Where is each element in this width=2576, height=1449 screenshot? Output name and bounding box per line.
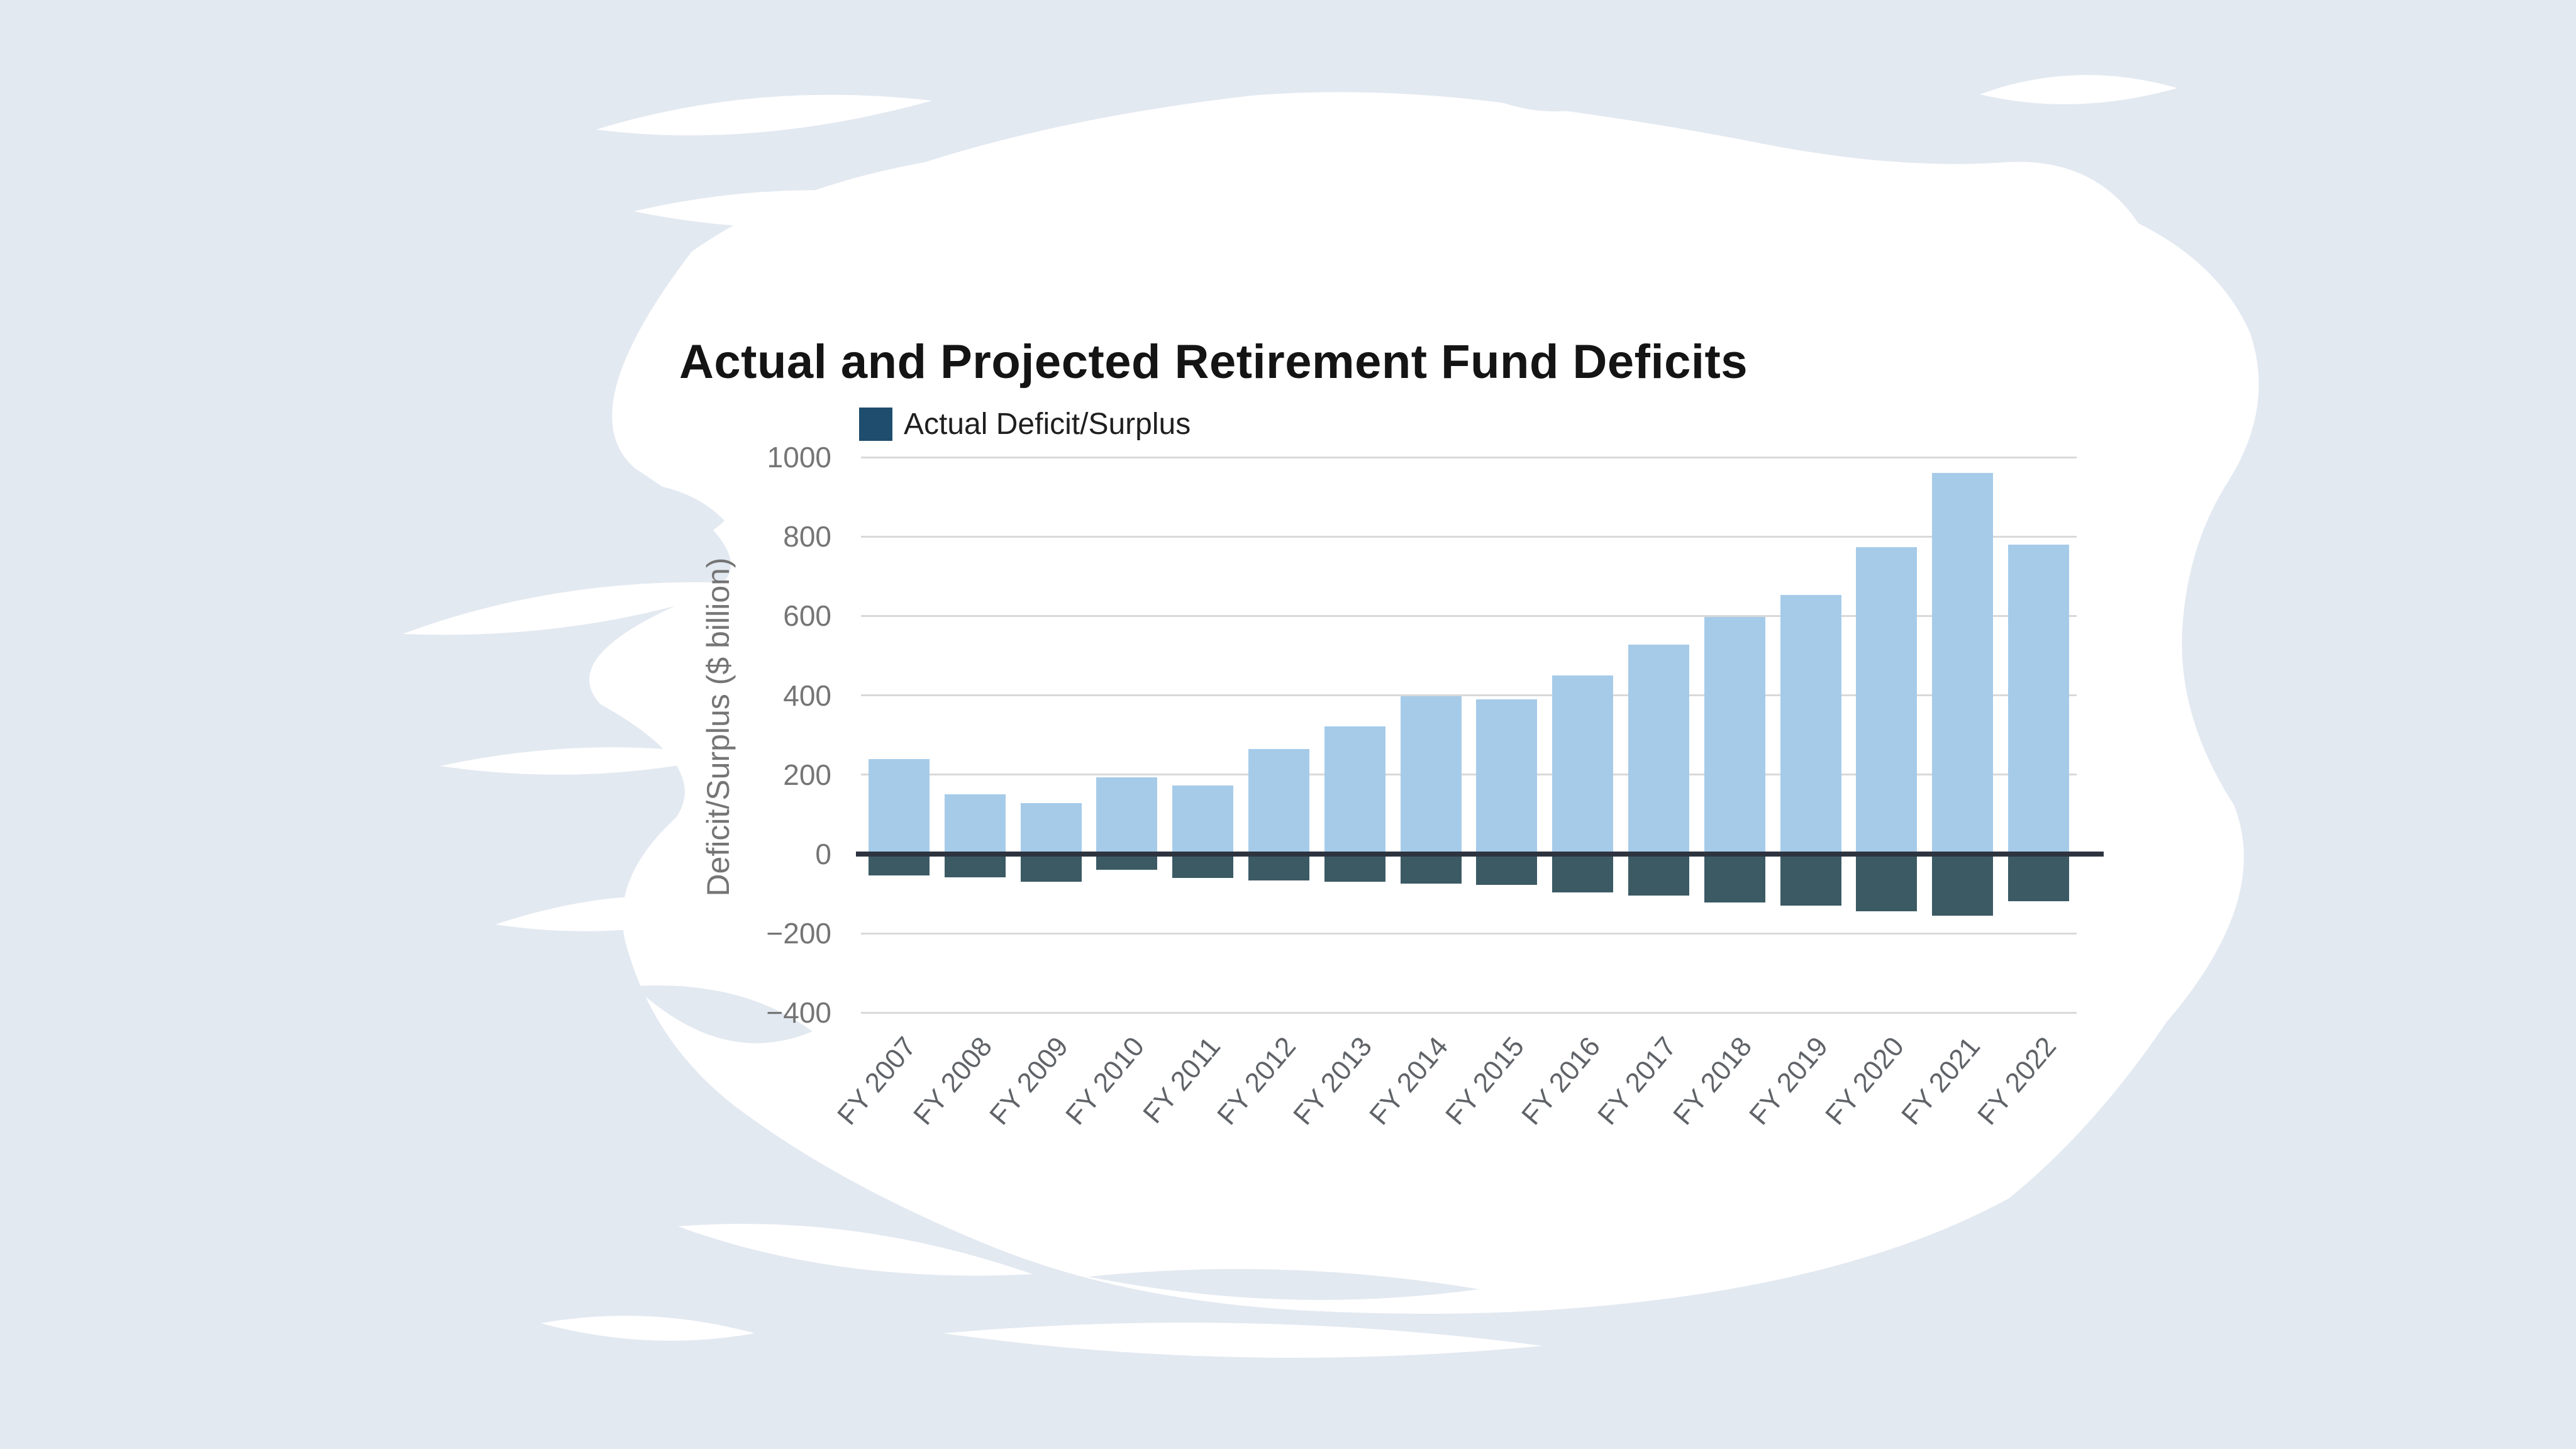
bar-negative-fy-2016 — [1552, 854, 1614, 892]
bar-positive-fy-2008 — [944, 794, 1006, 854]
y-tick-label-1000: 1000 — [767, 441, 831, 474]
bar-positive-fy-2012 — [1248, 749, 1309, 854]
bar-positive-fy-2011 — [1172, 786, 1234, 854]
bar-negative-fy-2017 — [1628, 854, 1690, 896]
bar-positive-fy-2014 — [1400, 696, 1462, 854]
bar-positive-fy-2010 — [1096, 777, 1158, 854]
gridline--200 — [861, 932, 2077, 935]
bar-positive-fy-2018 — [1704, 617, 1765, 854]
y-tick-label-800: 800 — [783, 520, 831, 553]
x-tick-label-fy-2009: FY 2009 — [984, 1031, 1075, 1131]
y-tick-label--400: −400 — [766, 996, 831, 1030]
bar-positive-fy-2017 — [1628, 645, 1690, 854]
y-tick-label-200: 200 — [783, 758, 831, 791]
bar-negative-fy-2021 — [1932, 854, 1994, 916]
x-tick-label-fy-2020: FY 2020 — [1819, 1031, 1911, 1131]
bar-negative-fy-2010 — [1096, 854, 1158, 870]
bar-positive-fy-2015 — [1476, 699, 1538, 854]
x-tick-label-fy-2016: FY 2016 — [1515, 1031, 1606, 1131]
x-tick-label-fy-2008: FY 2008 — [908, 1031, 999, 1131]
x-tick-label-fy-2010: FY 2010 — [1060, 1031, 1150, 1131]
bar-negative-fy-2015 — [1476, 854, 1538, 886]
bar-negative-fy-2009 — [1020, 854, 1082, 882]
x-tick-label-fy-2022: FY 2022 — [1971, 1031, 2062, 1131]
bar-negative-fy-2014 — [1400, 854, 1462, 884]
x-tick-label-fy-2007: FY 2007 — [831, 1031, 923, 1131]
bar-negative-fy-2022 — [2008, 854, 2070, 902]
gridline-800 — [861, 535, 2077, 538]
bar-positive-fy-2016 — [1552, 675, 1614, 854]
x-tick-label-fy-2014: FY 2014 — [1363, 1031, 1455, 1131]
bar-positive-fy-2009 — [1020, 803, 1082, 854]
gridline--400 — [861, 1011, 2077, 1014]
legend-label: Actual Deficit/Surplus — [904, 407, 1191, 441]
bar-positive-fy-2019 — [1780, 594, 1841, 854]
y-tick-label-600: 600 — [783, 599, 831, 633]
x-tick-label-fy-2021: FY 2021 — [1895, 1031, 1986, 1131]
legend-swatch — [859, 407, 892, 441]
splash-white-streaks — [402, 75, 2177, 1358]
bar-positive-fy-2007 — [868, 758, 930, 854]
y-tick-label-0: 0 — [815, 838, 831, 870]
y-tick-label--200: −200 — [766, 917, 831, 950]
bar-negative-fy-2012 — [1248, 854, 1309, 880]
bar-negative-fy-2011 — [1172, 854, 1234, 878]
bar-negative-fy-2008 — [944, 854, 1006, 877]
x-tick-label-fy-2018: FY 2018 — [1667, 1031, 1758, 1131]
gridline-600 — [861, 614, 2077, 617]
bar-positive-fy-2020 — [1856, 547, 1918, 854]
x-tick-label-fy-2012: FY 2012 — [1211, 1031, 1302, 1131]
x-tick-label-fy-2013: FY 2013 — [1287, 1031, 1379, 1131]
chart-title: Actual and Projected Retirement Fund Def… — [679, 335, 1748, 389]
bar-negative-fy-2013 — [1324, 854, 1385, 882]
gridline-1000 — [861, 456, 2077, 458]
bar-positive-fy-2013 — [1324, 726, 1385, 854]
gridline-400 — [861, 694, 2077, 697]
bar-negative-fy-2007 — [868, 854, 930, 876]
bar-positive-fy-2022 — [2008, 544, 2070, 854]
x-tick-label-fy-2011: FY 2011 — [1136, 1031, 1226, 1130]
legend: Actual Deficit/Surplus — [859, 406, 1191, 441]
y-tick-label-400: 400 — [783, 679, 831, 712]
splash-bg-streaks — [577, 89, 1611, 1300]
bar-negative-fy-2020 — [1856, 854, 1918, 911]
bar-positive-fy-2021 — [1932, 473, 1994, 854]
zero-axis-line — [856, 852, 2104, 857]
bar-negative-fy-2019 — [1780, 854, 1841, 906]
x-tick-label-fy-2017: FY 2017 — [1591, 1031, 1682, 1131]
bar-negative-fy-2018 — [1704, 854, 1765, 902]
x-tick-label-fy-2015: FY 2015 — [1440, 1031, 1531, 1131]
x-tick-label-fy-2019: FY 2019 — [1743, 1031, 1835, 1131]
gridline-200 — [861, 774, 2077, 776]
